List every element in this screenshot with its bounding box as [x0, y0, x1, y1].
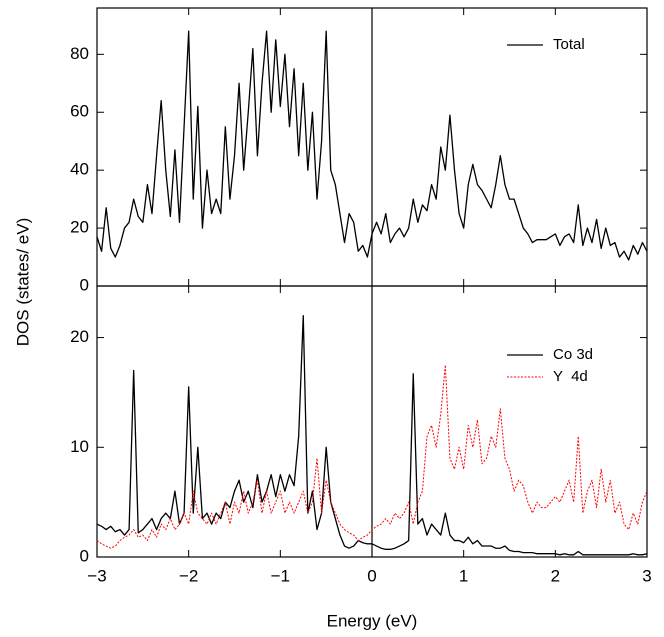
x-tick-label: 1 — [459, 566, 468, 585]
legend-label: Y 4d — [553, 368, 588, 385]
dos-line — [96, 30, 648, 261]
x-tick-label: 0 — [367, 566, 376, 585]
x-tick-label: −1 — [271, 566, 290, 585]
y-axis-label: DOS (states/ eV) — [13, 218, 32, 346]
x-tick-label: −3 — [87, 566, 106, 585]
legend-label: Co 3d — [553, 346, 593, 363]
y-tick-label: 0 — [80, 275, 89, 294]
y-tick-label: 60 — [70, 102, 89, 121]
dos-line — [96, 364, 648, 549]
y-tick-label: 20 — [70, 327, 89, 346]
y-tick-label: 40 — [70, 160, 89, 179]
x-tick-label: 3 — [642, 566, 651, 585]
x-tick-label: 2 — [551, 566, 560, 585]
x-axis-label: Energy (eV) — [327, 611, 418, 630]
x-tick-label: −2 — [179, 566, 198, 585]
y-tick-label: 0 — [80, 546, 89, 565]
legend-label: Total — [553, 36, 585, 53]
y-tick-label: 20 — [70, 218, 89, 237]
dos-line — [96, 314, 648, 556]
y-tick-label: 80 — [70, 44, 89, 63]
y-tick-label: 10 — [70, 437, 89, 456]
